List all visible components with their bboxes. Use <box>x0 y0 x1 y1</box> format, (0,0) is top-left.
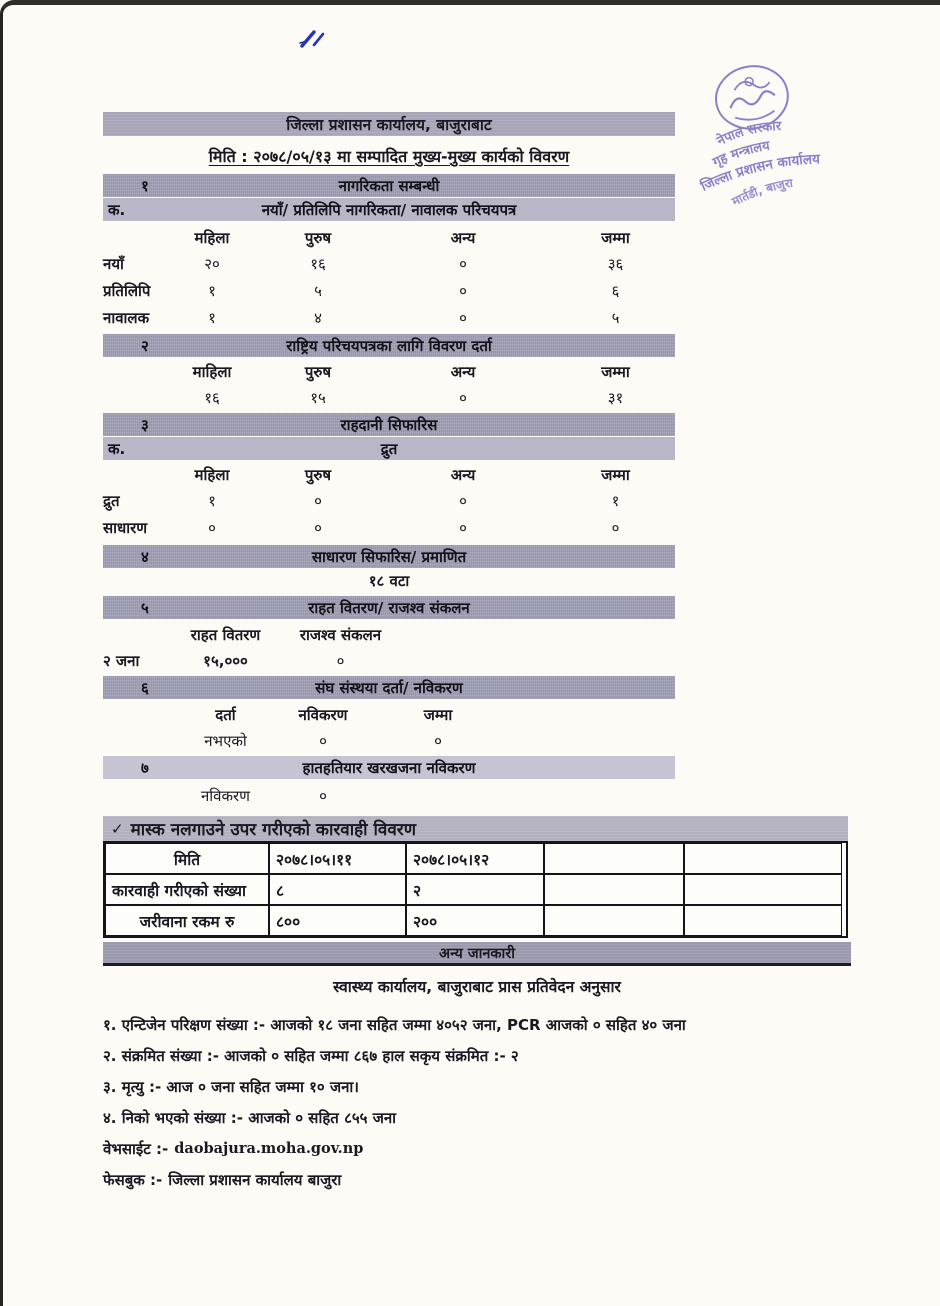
section6-table-header: दर्ता नविकरण जम्मा <box>215 705 453 724</box>
mask-section-bar: ✓ मास्क नलगाउने उपर गरीएको कारवाही विवरण <box>103 816 848 841</box>
section7-bar: ७ हातहतियार खरखजना नविकरण <box>103 756 675 779</box>
section2-number: २ <box>141 336 149 355</box>
mask-section-title: मास्क नलगाउने उपर गरीएको कारवाही विवरण <box>130 820 417 840</box>
official-stamp-icon: नेपाल सरकार गृह मन्त्रालय जिल्ला प्रशासन… <box>695 65 825 210</box>
notes-list: १. एन्टिजेन परिक्षण संख्या :- आजको १८ जन… <box>103 1009 863 1195</box>
mask-row3-label: जरीवाना रकम रु <box>105 905 269 936</box>
section6-bar: ६ संघ संस्थया दर्ता/ नविकरण <box>103 676 675 699</box>
report-title: मिति : २०७८/०५/१३ मा सम्पादित मुख्य-मुख्… <box>208 147 570 166</box>
website-url: daobajura.moha.gov.np <box>174 1140 364 1157</box>
section7-title: हातहतियार खरखजना नविकरण <box>302 758 476 777</box>
section2-table-header: माहिला पुरुष अन्य जम्मा <box>192 362 630 381</box>
table-row: द्रुत १ ० ० १ <box>103 491 620 510</box>
mask-row2-label: कारवाही गरीएको संख्या <box>105 874 269 905</box>
section1-table-header: महिला पुरुष अन्य जम्मा <box>194 228 630 247</box>
table-row: नविकरण ० <box>200 786 327 805</box>
note-item: २. संक्रमित संख्या :- आजको ० सहित जम्मा … <box>103 1046 519 1065</box>
other-info-title: अन्य जानकारी <box>439 945 515 962</box>
section5-number: ५ <box>141 598 149 617</box>
table-row: प्रतिलिपि १ ५ ० ६ <box>103 281 620 300</box>
section2-title: राष्ट्रिय परिचयपत्रका लागि विवरण दर्ता <box>286 336 492 355</box>
section1-sub-title: नयाँ/ प्रतिलिपि नागरिकता/ नावालक परिचयपत… <box>261 200 517 219</box>
table-row: नयाँ २० १६ ० ३६ <box>103 254 624 273</box>
section3-number: ३ <box>141 415 149 434</box>
facebook-page-name: जिल्ला प्रशासन कार्यालय बाजुरा <box>168 1170 342 1189</box>
office-title-bar: जिल्ला प्रशासन कार्यालय, बाजुराबाट <box>103 112 675 136</box>
section4-title: साधारण सिफारिस/ प्रमाणित <box>311 547 467 566</box>
section3-sub-label: क. <box>108 439 126 458</box>
section3-title: राहदानी सिफारिस <box>340 415 438 434</box>
section3-sub-title: द्रुत <box>380 439 398 458</box>
office-title: जिल्ला प्रशासन कार्यालय, बाजुराबाट <box>286 116 492 134</box>
section5-table-header: राहत वितरण राजश्व संकलन <box>190 625 382 644</box>
table-row: नभएको ० ० <box>204 731 442 750</box>
section5-title: राहत वितरण/ राजश्व संकलन <box>308 598 470 617</box>
health-office-subtitle: स्वास्थ्य कार्यालय, बाजुराबाट प्रास प्रत… <box>333 978 621 996</box>
section4-bar: ४ साधारण सिफारिस/ प्रमाणित <box>103 545 675 568</box>
table-row: नावालक १ ४ ० ५ <box>103 308 620 327</box>
mask-table: मिति २०७८।०५।११ २०७८।०५।१२ कारवाही गरीएक… <box>103 841 848 938</box>
website-line: वेभसाईट :- daobajura.moha.gov.np <box>103 1133 863 1164</box>
section6-title: संघ संस्थया दर्ता/ नविकरण <box>315 678 463 697</box>
section1-sub-label: क. <box>108 200 126 219</box>
section1-bar: १ नागरिकता सम्बन्धी <box>103 174 675 197</box>
section4-value: १८ वटा <box>368 572 410 590</box>
section6-number: ६ <box>141 678 149 697</box>
section1-title: नागरिकता सम्बन्धी <box>338 176 440 195</box>
facebook-line: फेसबुक :- जिल्ला प्रशासन कार्यालय बाजुरा <box>103 1164 863 1195</box>
note-item: ४. निको भएको संख्या :- आजको ० सहित ८५५ ज… <box>103 1108 397 1127</box>
note-item: १. एन्टिजेन परिक्षण संख्या :- आजको १८ जन… <box>103 1015 686 1034</box>
section4-number: ४ <box>141 547 149 566</box>
section1-subbar: क. नयाँ/ प्रतिलिपि नागरिकता/ नावालक परिच… <box>103 198 675 221</box>
table-row: १६ १५ ० ३१ <box>204 388 624 407</box>
section5-bar: ५ राहत वितरण/ राजश्व संकलन <box>103 596 675 619</box>
table-row: साधारण ० ० ० ० <box>103 518 620 537</box>
note-item: ३. मृत्यु :- आज ० जना सहित जम्मा १० जना। <box>103 1077 359 1096</box>
other-info-bar: अन्य जानकारी <box>103 942 851 966</box>
mask-row1-label: मिति <box>105 843 269 874</box>
checkmark-icon: ✓ <box>111 819 124 838</box>
section3-bar: ३ राहदानी सिफारिस <box>103 413 675 436</box>
facebook-label: फेसबुक :- <box>103 1170 163 1189</box>
handwritten-mark <box>299 30 325 48</box>
section3-table-header: महिला पुरुष अन्य जम्मा <box>194 465 630 484</box>
section1-number: १ <box>141 176 149 195</box>
section3-subbar: क. द्रुत <box>103 437 675 460</box>
website-label: वेभसाईट :- <box>103 1139 169 1158</box>
section7-number: ७ <box>141 758 149 777</box>
section2-bar: २ राष्ट्रिय परिचयपत्रका लागि विवरण दर्ता <box>103 334 675 357</box>
table-row: २ जना १५,००० ० <box>103 651 345 670</box>
